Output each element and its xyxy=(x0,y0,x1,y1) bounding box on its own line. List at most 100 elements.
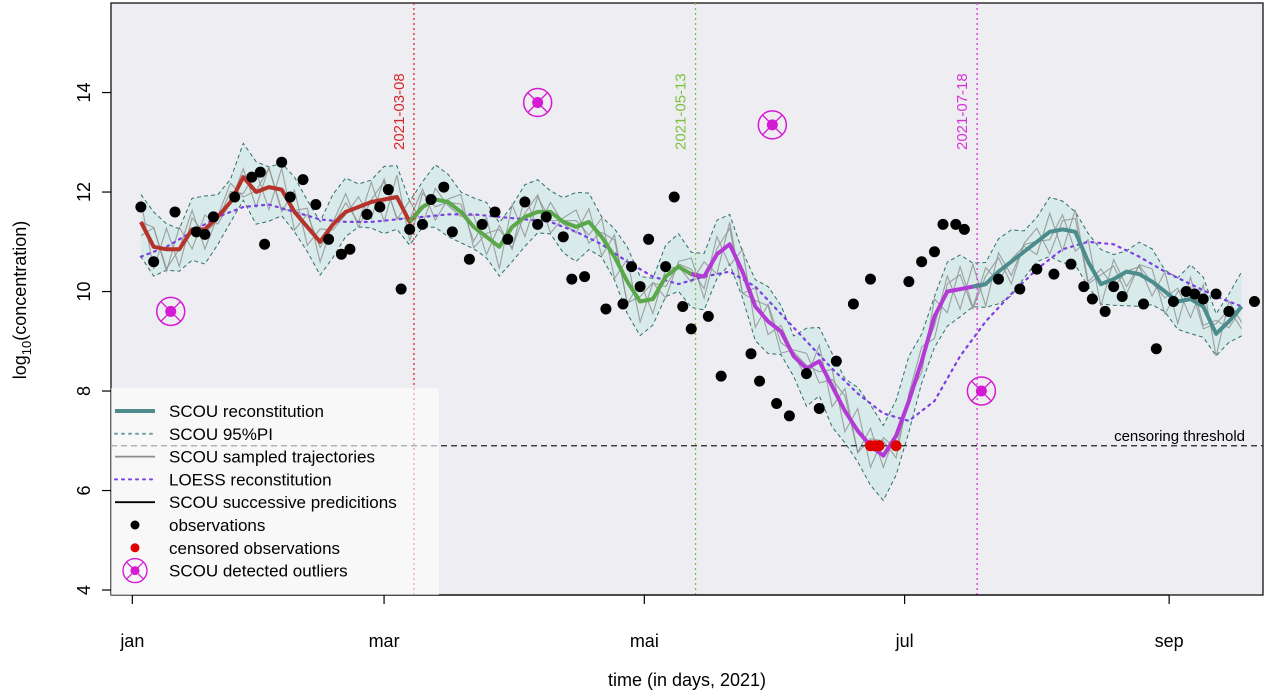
legend-item: SCOU sampled trajectories xyxy=(115,448,375,467)
threshold-label: censoring threshold xyxy=(1114,428,1245,445)
observation-point xyxy=(600,303,612,315)
observation-point xyxy=(284,191,296,203)
observation-point xyxy=(190,226,202,238)
legend-label: SCOU sampled trajectories xyxy=(169,448,375,467)
observation-point xyxy=(643,233,655,245)
legend-item: LOESS reconstitution xyxy=(114,470,332,489)
x-axis-title: time (in days, 2021) xyxy=(608,670,766,690)
observation-point xyxy=(310,198,322,210)
outlier-dot xyxy=(532,96,544,108)
prediction-band-upper xyxy=(140,142,1243,427)
legend-label: censored observations xyxy=(169,539,340,558)
observation-point xyxy=(1031,263,1043,275)
scou-reconstitution xyxy=(139,175,1244,458)
observation-point xyxy=(783,410,795,422)
observation-point xyxy=(668,191,680,203)
y-tick-label: 10 xyxy=(74,282,94,302)
observation-point xyxy=(476,218,488,230)
observation-point xyxy=(617,298,629,310)
observation-point xyxy=(404,223,416,235)
legend-box xyxy=(111,388,439,595)
observation-point xyxy=(135,201,147,213)
y-tick-label: 4 xyxy=(74,585,94,595)
observation-point xyxy=(928,246,940,258)
observation-point xyxy=(1180,286,1192,298)
observation-point xyxy=(685,323,697,335)
observation-point xyxy=(903,276,915,288)
observation-point xyxy=(950,218,962,230)
observation-point xyxy=(677,300,689,312)
outlier-ring xyxy=(522,87,553,118)
y-axis-title-rest: (concentration) xyxy=(10,221,30,341)
x-tick-label: jul xyxy=(895,631,914,651)
y-tick-label: 6 xyxy=(74,486,94,496)
observation-point xyxy=(382,184,394,196)
prediction-date-label: 2021-07-18 xyxy=(954,73,971,150)
observation-point xyxy=(916,256,928,268)
observation-point xyxy=(1116,291,1128,303)
observation-point xyxy=(344,243,356,255)
observation-point xyxy=(1189,288,1201,300)
outlier-dot xyxy=(975,385,987,397)
observation-point xyxy=(800,368,812,380)
observation-point xyxy=(169,206,181,218)
legend-item: censored observations xyxy=(130,539,340,558)
reconstitution-segment xyxy=(408,197,705,304)
x-tick-label: mai xyxy=(630,631,659,651)
observation-point xyxy=(540,211,552,223)
observation-point xyxy=(1108,281,1120,293)
y-axis-title-base: 10 xyxy=(19,341,34,355)
observation-point xyxy=(416,218,428,230)
censored-point xyxy=(873,440,885,452)
outlier-ring xyxy=(155,296,186,327)
outliers xyxy=(155,87,997,406)
legend-key xyxy=(130,543,140,553)
observation-point xyxy=(958,223,970,235)
observation-point xyxy=(519,196,531,208)
observation-point xyxy=(566,273,578,285)
observation-point xyxy=(374,201,386,213)
observation-point xyxy=(557,231,569,243)
prediction-date-lines: 2021-03-08 2021-05-13 2021-07-18 xyxy=(391,3,978,595)
observation-point xyxy=(1099,305,1111,317)
observation-point xyxy=(992,273,1004,285)
legend-item: observations xyxy=(130,516,265,535)
observation-point xyxy=(395,283,407,295)
observation-point xyxy=(1086,293,1098,305)
loess-reconstitution xyxy=(139,203,1243,423)
observation-point xyxy=(259,238,271,250)
observation-point xyxy=(660,261,672,273)
legend-label: observations xyxy=(169,516,265,535)
observation-point xyxy=(937,218,949,230)
outlier-marker xyxy=(757,110,788,140)
outlier-ring xyxy=(757,110,788,140)
observation-point xyxy=(1223,305,1235,317)
observation-point xyxy=(446,226,458,238)
observation-point xyxy=(1078,281,1090,293)
legend-label: SCOU successive predicitions xyxy=(169,493,397,512)
observation-point xyxy=(1248,295,1260,307)
legend-item: SCOU 95%PI xyxy=(114,425,273,444)
legend: SCOU reconstitution SCOU 95%PI SCOU sample… xyxy=(111,388,439,595)
observation-point xyxy=(297,174,309,186)
observation-point xyxy=(323,233,335,245)
observation-point xyxy=(847,298,859,310)
observation-point xyxy=(463,253,475,265)
observation-point xyxy=(502,233,514,245)
outlier-dot xyxy=(165,305,177,317)
observation-point xyxy=(246,171,258,183)
y-axis-title: log10(concentration) xyxy=(10,221,34,380)
observation-point xyxy=(579,271,591,283)
observation-point xyxy=(1065,258,1077,270)
reconstitution-segment xyxy=(690,242,987,458)
observations xyxy=(135,156,1260,452)
reconstitution-segment xyxy=(139,175,425,252)
observation-point xyxy=(425,194,437,206)
observation-point xyxy=(229,191,241,203)
reconstitution-segment xyxy=(972,227,1244,336)
x-tick-label: mar xyxy=(369,631,400,651)
y-tick-label: 14 xyxy=(74,83,94,103)
outlier-ring xyxy=(966,376,997,406)
observation-point xyxy=(1150,343,1162,355)
